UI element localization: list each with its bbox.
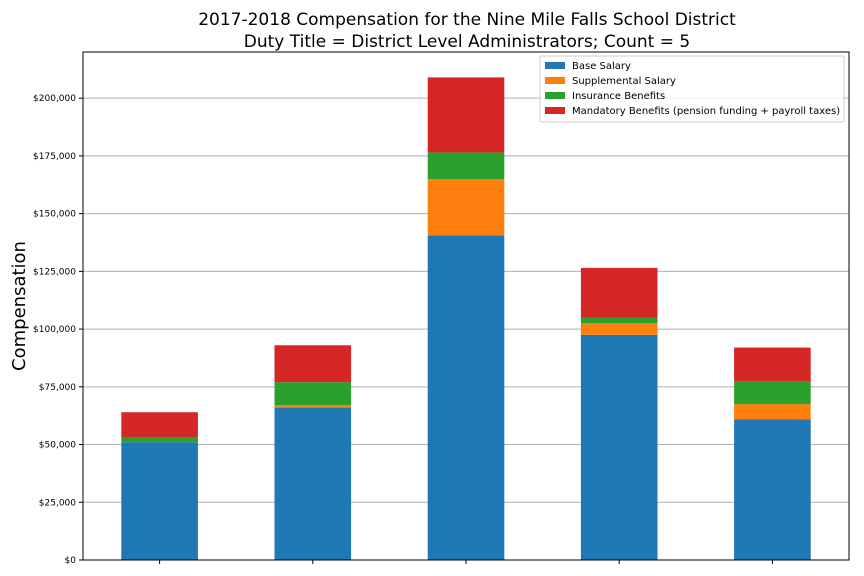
bar-segment <box>734 347 811 382</box>
y-tick-label: $175,000 <box>33 152 76 162</box>
bar-segment <box>427 179 505 236</box>
legend-label: Supplemental Salary <box>572 76 676 87</box>
chart-subtitle: Duty Title = District Level Administrato… <box>244 32 690 52</box>
legend: Base Salary Supplemental Salary Insurance … <box>539 55 845 123</box>
legend-label: Insurance Benefits <box>572 91 665 102</box>
bar-segment <box>121 437 198 443</box>
legend-swatch <box>545 77 565 84</box>
bar-segment <box>580 317 658 324</box>
y-tick-label: $150,000 <box>33 210 76 220</box>
legend-label: Base Salary <box>572 61 631 72</box>
legend-box <box>539 55 845 123</box>
bar-segment <box>427 235 505 560</box>
bar-segment <box>427 152 505 179</box>
y-tick-label: $125,000 <box>33 267 76 277</box>
axes: $0 $25,000 $50,000 $75,000 $100,000 $125,000 $… <box>33 51 850 566</box>
bar-segment <box>274 407 352 560</box>
bar-segment <box>580 267 658 318</box>
legend-label: Mandatory Benefits (pension funding + pa… <box>572 106 840 117</box>
legend-swatch <box>545 62 565 69</box>
y-tick-label: $100,000 <box>33 325 76 335</box>
bar-segment <box>121 412 198 438</box>
bar-segment <box>274 345 352 383</box>
legend-swatch <box>545 107 565 114</box>
bar-segment <box>427 77 505 153</box>
bars <box>121 77 811 560</box>
bar-segment <box>274 382 352 406</box>
y-tick-label: $75,000 <box>39 383 76 393</box>
y-tick-label: $25,000 <box>39 498 76 508</box>
bar-segment <box>580 323 658 335</box>
y-axis-label: Compensation <box>9 241 30 371</box>
bar-segment <box>734 381 811 405</box>
plot-frame <box>82 51 850 561</box>
bar-segment <box>121 442 198 560</box>
y-tick-label: $200,000 <box>33 94 76 104</box>
y-tick-label: $50,000 <box>39 441 76 451</box>
bar-segment <box>274 405 352 408</box>
legend-swatch <box>545 92 565 99</box>
bar-segment <box>580 334 658 560</box>
y-tick-label: $0 <box>65 556 77 566</box>
chart-title: 2017-2018 Compensation for the Nine Mile… <box>198 10 736 30</box>
bar-segment <box>734 404 811 420</box>
bar-segment <box>734 419 811 560</box>
